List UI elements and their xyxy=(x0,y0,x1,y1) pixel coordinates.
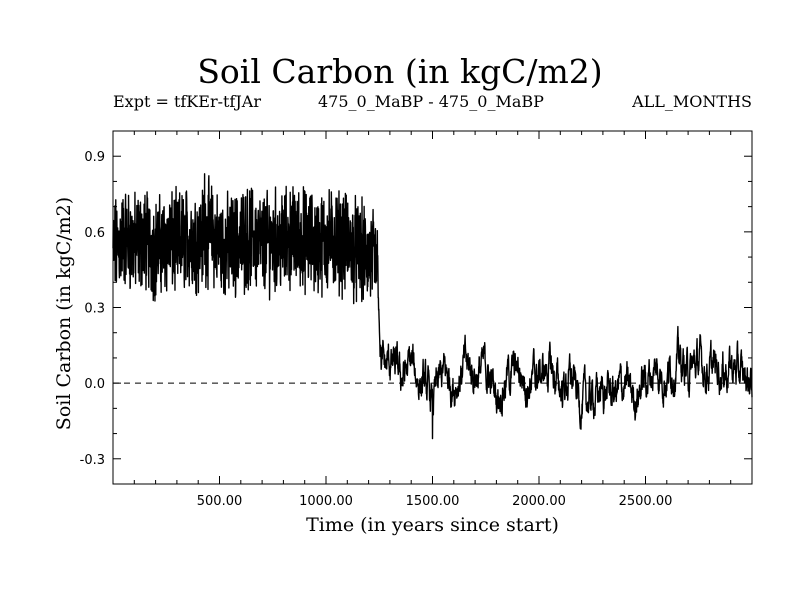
chart-title: Soil Carbon (in kgC/m2) xyxy=(197,52,603,91)
y-tick-label: 0.6 xyxy=(84,226,105,241)
period-label: 475_0_MaBP - 475_0_MaBP xyxy=(318,92,544,111)
x-tick-label: 2000.00 xyxy=(512,494,566,509)
x-tick-label: 2500.00 xyxy=(619,494,673,509)
y-tick-label: 0.9 xyxy=(84,150,105,165)
x-tick-label: 1000.00 xyxy=(299,494,353,509)
series-line-0 xyxy=(112,173,753,440)
y-tick-label: -0.3 xyxy=(80,453,105,468)
experiment-label: Expt = tfKEr-tfJAr xyxy=(113,92,261,111)
months-label: ALL_MONTHS xyxy=(632,92,752,111)
y-tick-label: 0.3 xyxy=(84,302,105,317)
x-axis-title: Time (in years since start) xyxy=(306,514,559,536)
y-axis-title: Soil Carbon (in kgC/m2) xyxy=(53,197,75,430)
ticks-layer: 500.00 1000.00 1500.00 2000.00 2500.00 -0.3 0.… xyxy=(80,130,752,509)
y-tick-label: 0.0 xyxy=(84,377,105,392)
x-tick-label: 1500.00 xyxy=(406,494,460,509)
x-tick-label: 500.00 xyxy=(197,494,243,509)
series-layer xyxy=(112,173,753,440)
